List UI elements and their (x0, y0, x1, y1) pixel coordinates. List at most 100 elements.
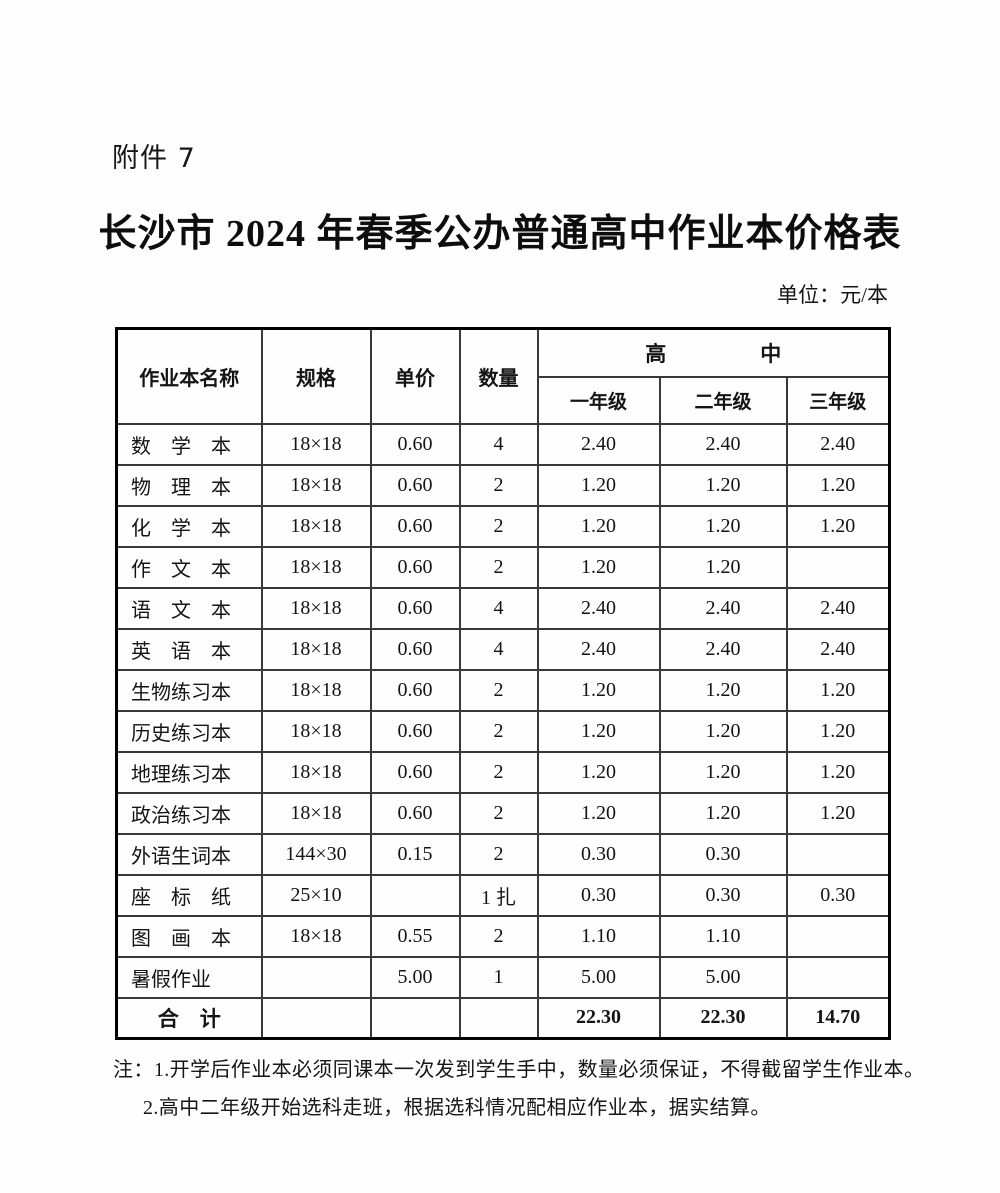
cell-unit-price: 0.60 (369, 709, 461, 753)
cell-grade2: 2.40 (658, 586, 788, 630)
table-row: 语 文 本 18×18 0.60 4 2.40 2.40 2.40 (115, 586, 891, 630)
cell-quantity: 2 (458, 750, 539, 794)
cell-spec (260, 996, 372, 1040)
cell-name: 图 画 本 (115, 914, 263, 958)
table-row: 暑假作业 5.00 1 5.00 5.00 (115, 955, 891, 999)
cell-grade3 (785, 914, 891, 958)
cell-grade1: 1.20 (536, 545, 661, 589)
cell-grade2: 2.40 (658, 422, 788, 466)
cell-quantity: 2 (458, 668, 539, 712)
cell-grade2: 1.20 (658, 709, 788, 753)
cell-grade3 (785, 545, 891, 589)
header-grade3: 三年级 (785, 375, 891, 425)
cell-grade1: 5.00 (536, 955, 661, 999)
cell-unit-price: 0.60 (369, 791, 461, 835)
cell-spec: 18×18 (260, 422, 372, 466)
cell-name: 座 标 纸 (115, 873, 263, 917)
table-row: 外语生词本 144×30 0.15 2 0.30 0.30 (115, 832, 891, 876)
notes-prefix: 注： (113, 1059, 154, 1081)
cell-grade3: 1.20 (785, 709, 891, 753)
header-quantity: 数量 (458, 327, 539, 425)
cell-spec: 18×18 (260, 504, 372, 548)
cell-unit-price: 0.60 (369, 627, 461, 671)
cell-name: 外语生词本 (115, 832, 263, 876)
attachment-label: 附件 7 (112, 143, 196, 174)
cell-grade1: 1.20 (536, 504, 661, 548)
cell-name: 历史练习本 (115, 709, 263, 753)
cell-unit-price: 0.60 (369, 504, 461, 548)
header-grade1: 一年级 (536, 375, 661, 425)
header-spec: 规格 (260, 327, 372, 425)
cell-grade3 (785, 955, 891, 999)
cell-unit-price: 0.60 (369, 545, 461, 589)
cell-name: 暑假作业 (115, 955, 263, 999)
header-grade2: 二年级 (658, 375, 788, 425)
cell-grade2: 1.20 (658, 668, 788, 712)
cell-grade2: 1.20 (658, 463, 788, 507)
cell-spec: 18×18 (260, 627, 372, 671)
cell-unit-price: 0.60 (369, 422, 461, 466)
cell-unit-price: 5.00 (369, 955, 461, 999)
note-line-1: 注：1.开学后作业本必须同课本一次发到学生手中，数量必须保证，不得截留学生作业本… (113, 1051, 924, 1089)
cell-grade1: 1.10 (536, 914, 661, 958)
page-title: 长沙市 2024 年春季公办普通高中作业本价格表 (98, 213, 902, 255)
cell-grade3: 1.20 (785, 504, 891, 548)
table-row: 英 语 本 18×18 0.60 4 2.40 2.40 2.40 (115, 627, 891, 671)
cell-name: 政治练习本 (115, 791, 263, 835)
table-row: 图 画 本 18×18 0.55 2 1.10 1.10 (115, 914, 891, 958)
cell-grade3: 2.40 (785, 422, 891, 466)
table-row: 化 学 本 18×18 0.60 2 1.20 1.20 1.20 (115, 504, 891, 548)
cell-grade2: 1.20 (658, 545, 788, 589)
cell-spec: 18×18 (260, 545, 372, 589)
cell-quantity (458, 996, 539, 1040)
cell-grade1: 2.40 (536, 586, 661, 630)
cell-spec: 25×10 (260, 873, 372, 917)
cell-grade2: 1.20 (658, 750, 788, 794)
cell-grade3: 1.20 (785, 463, 891, 507)
cell-quantity: 2 (458, 791, 539, 835)
cell-grade1: 1.20 (536, 463, 661, 507)
cell-grade3: 0.30 (785, 873, 891, 917)
note-line-2: 2.高中二年级开始选科走班，根据选科情况配相应作业本，据实结算。 (113, 1089, 913, 1127)
cell-grade3: 2.40 (785, 627, 891, 671)
note-text-2: 2.高中二年级开始选科走班，根据选科情况配相应作业本，据实结算。 (143, 1097, 771, 1119)
table-row: 物 理 本 18×18 0.60 2 1.20 1.20 1.20 (115, 463, 891, 507)
cell-grade2: 1.10 (658, 914, 788, 958)
note-text-1: 1.开学后作业本必须同课本一次发到学生手中，数量必须保证，不得截留学生作业本。 (153, 1059, 925, 1081)
table-row: 作 文 本 18×18 0.60 2 1.20 1.20 (115, 545, 891, 589)
cell-grade3: 1.20 (785, 668, 891, 712)
cell-unit-price: 0.60 (369, 668, 461, 712)
table-row: 座 标 纸 25×10 1 扎 0.30 0.30 0.30 (115, 873, 891, 917)
cell-grade3: 1.20 (785, 791, 891, 835)
cell-grade1: 0.30 (536, 873, 661, 917)
cell-grade1: 2.40 (536, 627, 661, 671)
cell-quantity: 4 (458, 422, 539, 466)
cell-grade3: 14.70 (785, 996, 891, 1040)
table-row: 政治练习本 18×18 0.60 2 1.20 1.20 1.20 (115, 791, 891, 835)
cell-spec: 18×18 (260, 668, 372, 712)
cell-spec: 18×18 (260, 709, 372, 753)
cell-grade2: 2.40 (658, 627, 788, 671)
cell-total-name: 合 计 (115, 996, 263, 1040)
cell-quantity: 2 (458, 832, 539, 876)
cell-name: 物 理 本 (115, 463, 263, 507)
cell-grade2: 22.30 (658, 996, 788, 1040)
notes: 注：1.开学后作业本必须同课本一次发到学生手中，数量必须保证，不得截留学生作业本… (113, 1051, 924, 1127)
cell-unit-price: 0.60 (369, 586, 461, 630)
cell-grade1: 1.20 (536, 709, 661, 753)
table-row: 生物练习本 18×18 0.60 2 1.20 1.20 1.20 (115, 668, 891, 712)
unit-label: 单位：元/本 (777, 283, 888, 307)
table-row: 数 学 本 18×18 0.60 4 2.40 2.40 2.40 (115, 422, 891, 466)
cell-quantity: 2 (458, 545, 539, 589)
cell-spec: 18×18 (260, 791, 372, 835)
cell-spec: 144×30 (260, 832, 372, 876)
cell-grade2: 5.00 (658, 955, 788, 999)
cell-grade2: 1.20 (658, 791, 788, 835)
cell-grade1: 1.20 (536, 668, 661, 712)
cell-name: 生物练习本 (115, 668, 263, 712)
cell-name: 语 文 本 (115, 586, 263, 630)
total-row: 合 计 22.30 22.30 14.70 (115, 996, 891, 1040)
cell-grade3: 1.20 (785, 750, 891, 794)
cell-unit-price: 0.55 (369, 914, 461, 958)
cell-grade1: 22.30 (536, 996, 661, 1040)
